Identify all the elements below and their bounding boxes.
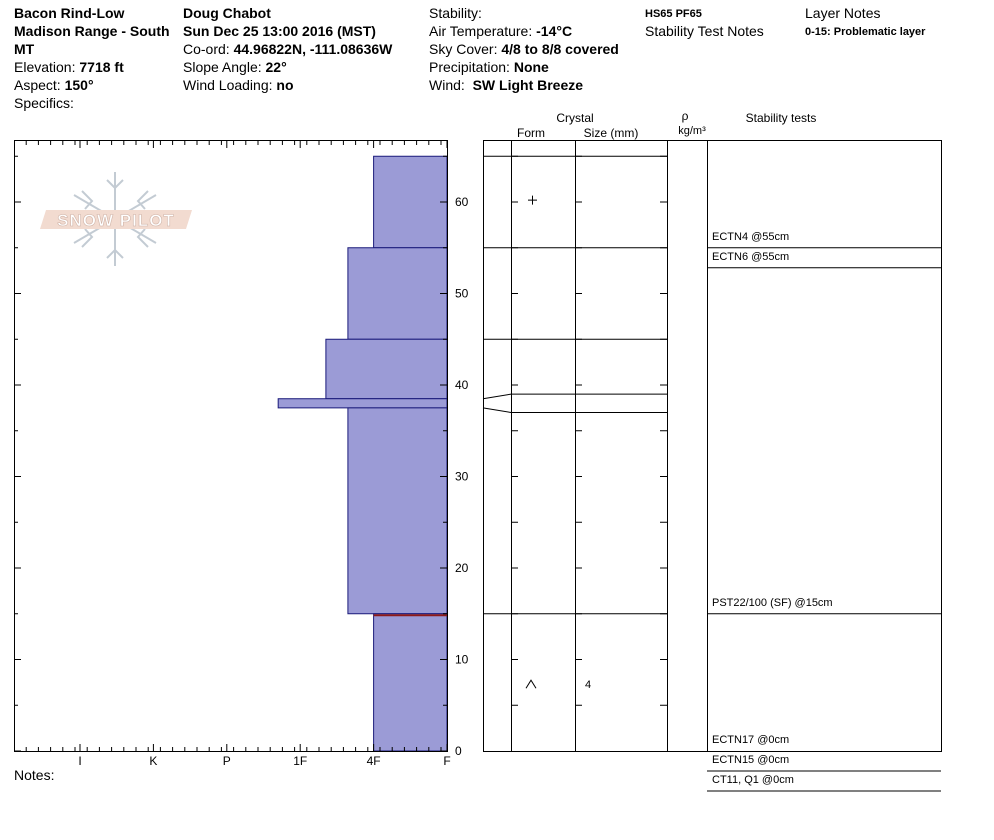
- sky-label: Sky Cover:: [429, 41, 498, 57]
- notes-label: Notes:: [14, 767, 55, 783]
- crystal-form-symbol: [525, 679, 537, 689]
- wind-value: SW Light Breeze: [472, 77, 584, 93]
- hardness-profile: [277, 155, 448, 752]
- stability-test-entry: ECTN15 @0cm: [712, 754, 789, 766]
- aspect-label: Aspect:: [14, 77, 61, 93]
- layer-boundary: [482, 393, 667, 400]
- observer-name: Doug Chabot: [183, 5, 271, 21]
- crystal-symbols: 4: [525, 195, 591, 691]
- stability-test-entry: CT11, Q1 @0cm: [712, 774, 794, 786]
- size-header: Size (mm): [584, 126, 639, 140]
- stability-test-notes: Stability Test Notes: [645, 23, 764, 39]
- x-tick-label: F: [443, 754, 450, 768]
- hardness-layer: [373, 155, 448, 249]
- elevation-label: Elevation:: [14, 59, 76, 75]
- location-line3: MT: [14, 41, 35, 57]
- precip-label: Precipitation:: [429, 59, 510, 75]
- logo-text: SNOW PILOT: [57, 211, 175, 230]
- form-header: Form: [517, 126, 545, 140]
- wind: Wind: SW Light Breeze: [429, 76, 583, 94]
- wind-label: Wind:: [429, 77, 465, 93]
- elevation: Elevation: 7718 ft: [14, 58, 124, 76]
- air-temperature: Air Temperature: -14°C: [429, 22, 572, 40]
- crystal-form-symbol: [528, 195, 537, 205]
- observation-datetime: Sun Dec 25 13:00 2016 (MST): [183, 23, 376, 39]
- stability-tests-header: Stability tests: [746, 111, 817, 125]
- sky-value: 4/8 to 8/8 covered: [501, 41, 619, 57]
- crystal-size: 4: [585, 679, 591, 691]
- air-temp-value: -14°C: [536, 23, 573, 39]
- coord-value: 44.96822N, -111.08636W: [233, 41, 393, 57]
- hardness-layer: [347, 247, 448, 340]
- y-tick-label: 30: [455, 470, 469, 484]
- precipitation: Precipitation: None: [429, 58, 549, 76]
- sky-cover: Sky Cover: 4/8 to 8/8 covered: [429, 40, 619, 58]
- wind-loading-value: no: [276, 77, 294, 93]
- stability-test-entry: ECTN6 @55cm: [712, 251, 789, 263]
- aspect-value: 150°: [64, 77, 94, 93]
- y-tick-label: 20: [455, 561, 469, 575]
- slope-angle: Slope Angle: 22°: [183, 58, 287, 76]
- coord-label: Co-ord:: [183, 41, 230, 57]
- hardness-layer: [325, 338, 448, 400]
- stability-test-entry: ECTN17 @0cm: [712, 734, 789, 746]
- coordinates: Co-ord: 44.96822N, -111.08636W: [183, 40, 392, 58]
- precip-value: None: [513, 59, 549, 75]
- wind-loading-label: Wind Loading:: [183, 77, 273, 93]
- x-tick-label: I: [78, 754, 81, 768]
- wind-loading: Wind Loading: no: [183, 76, 294, 94]
- specifics-label: Specifics:: [14, 95, 74, 111]
- slope-label: Slope Angle:: [183, 59, 262, 75]
- panel-ticks: [511, 155, 667, 706]
- x-tick-label: 1F: [293, 754, 307, 768]
- elevation-value: 7718 ft: [79, 59, 124, 75]
- stability-test-list: ECTN4 @55cm ECTN6 @55cm PST22/100 (SF) @15…: [707, 231, 941, 792]
- y-tick-label: 60: [455, 195, 469, 209]
- x-tick-label: P: [223, 754, 231, 768]
- layer-boundary: [482, 407, 667, 413]
- y-tick-label: 10: [455, 653, 469, 667]
- depth-axis: 0 10 20 30 40 50 60: [14, 155, 469, 758]
- layer-notes-label: Layer Notes: [805, 5, 881, 21]
- location-line1: Bacon Rind-Low: [14, 5, 125, 21]
- y-tick-label: 40: [455, 378, 469, 392]
- density-symbol: ρ: [682, 109, 689, 123]
- y-tick-label: 50: [455, 287, 469, 301]
- x-tick-label: 4F: [367, 754, 381, 768]
- slope-value: 22°: [265, 59, 287, 75]
- density-unit: kg/m³: [678, 125, 706, 137]
- stability-label: Stability:: [429, 5, 482, 21]
- hs-pf: HS65 PF65: [645, 8, 702, 20]
- hardness-layer: [347, 407, 448, 615]
- layer-boundaries: [482, 155, 667, 615]
- snowpilot-logo: SNOW PILOT: [40, 172, 192, 266]
- crystal-panel: Crystal Form Size (mm) ρ kg/m³ Stability…: [482, 109, 942, 792]
- x-tick-label: K: [149, 754, 157, 768]
- hardness-layer: [373, 613, 448, 752]
- stability-test-entry: ECTN4 @55cm: [712, 231, 789, 243]
- crystal-title: Crystal: [556, 111, 593, 125]
- location-line2: Madison Range - South: [14, 23, 170, 39]
- hardness-plot-frame: [14, 140, 448, 752]
- panel-frame: [483, 140, 942, 752]
- y-tick-label: 0: [455, 744, 462, 758]
- hardness-axis: I K P 1F 4F F: [25, 141, 451, 768]
- logo-banner: [40, 210, 192, 229]
- air-temp-label: Air Temperature:: [429, 23, 533, 39]
- aspect: Aspect: 150°: [14, 76, 94, 94]
- hardness-layer: [277, 398, 448, 409]
- layer-note-1: 0-15: Problematic layer: [805, 26, 926, 38]
- stability-test-entry: PST22/100 (SF) @15cm: [712, 597, 833, 609]
